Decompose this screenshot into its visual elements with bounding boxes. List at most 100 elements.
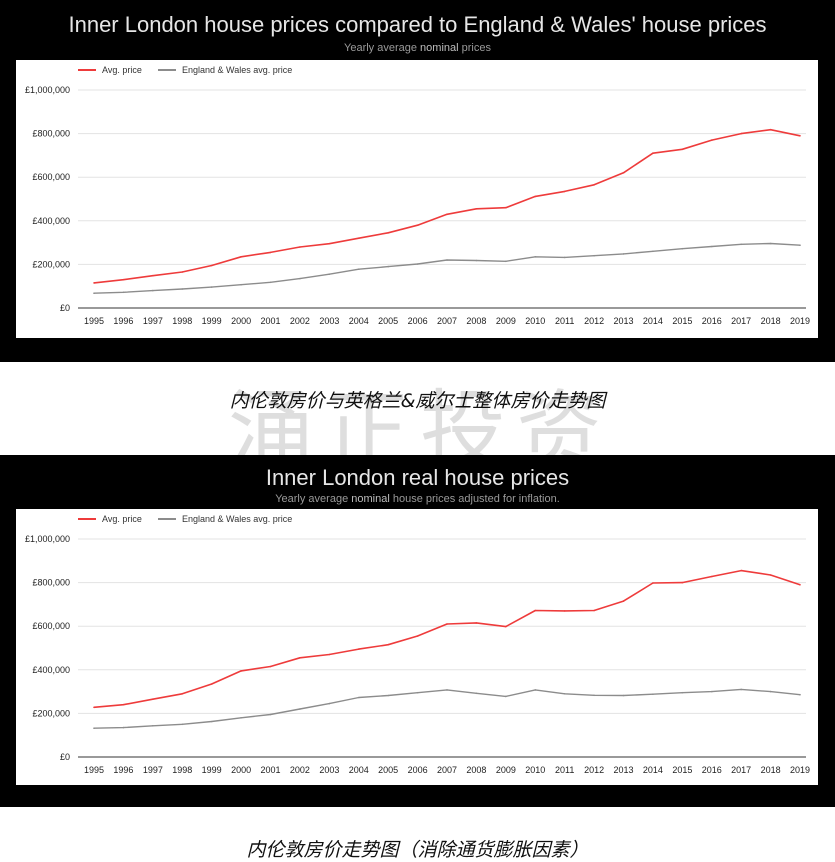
subtitle-bold: nominal: [351, 493, 390, 505]
data-point: [122, 726, 125, 729]
data-point: [681, 581, 684, 584]
data-point: [475, 692, 478, 695]
data-point: [93, 292, 95, 294]
line-chart-real: £0 £200,000 £400,000 £600,000 £800,000 £1,000…: [16, 509, 818, 785]
y-tick-label: £600,000: [32, 172, 70, 182]
chart-panel-2: Inner London real house prices Yearly av…: [0, 455, 835, 807]
x-tick-label: 1996: [113, 765, 133, 775]
data-point: [299, 277, 301, 280]
y-tick-label: £0: [60, 752, 70, 762]
data-point: [152, 698, 154, 700]
x-tick-label: 2014: [643, 316, 663, 326]
chart-subtitle: Yearly average nominal prices: [0, 42, 835, 54]
data-point: [210, 264, 213, 267]
data-point: [122, 291, 125, 294]
x-tick-label: 2018: [761, 765, 781, 775]
x-tick-label: 1998: [172, 765, 192, 775]
data-point: [269, 281, 272, 284]
data-point: [240, 670, 242, 672]
data-point: [328, 702, 331, 705]
data-point: [681, 148, 684, 151]
y-tick-label: £400,000: [32, 665, 70, 675]
x-tick-label: 2015: [672, 316, 692, 326]
data-point: [416, 224, 419, 226]
data-point: [446, 623, 448, 625]
x-tick-label: 2012: [584, 316, 604, 326]
x-tick-label: 1999: [202, 316, 222, 326]
data-point: [740, 688, 742, 691]
data-point: [240, 256, 242, 258]
data-point: [711, 690, 713, 693]
x-tick-label: 2009: [496, 316, 516, 326]
data-point: [446, 259, 448, 261]
data-point: [769, 128, 772, 131]
data-point: [652, 152, 654, 154]
data-point: [181, 271, 184, 273]
x-tick-label: 2007: [437, 765, 457, 775]
data-point: [269, 713, 272, 716]
x-tick-label: 2011: [555, 316, 574, 326]
x-tick-label: 2013: [613, 316, 633, 326]
x-tick-label: 2015: [672, 765, 692, 775]
data-point: [652, 693, 654, 695]
x-tick-label: 2009: [496, 765, 516, 775]
x-tick-label: 2002: [290, 765, 310, 775]
data-point: [122, 703, 125, 706]
data-point: [799, 693, 801, 696]
data-point: [240, 283, 242, 286]
chart-title: Inner London real house prices: [265, 465, 570, 490]
subtitle-bold: nominal: [420, 42, 459, 54]
x-tick-label: 1999: [202, 765, 222, 775]
x-tick-label: 2003: [319, 316, 339, 326]
x-tick-label: 2003: [319, 765, 339, 775]
x-tick-label: 2004: [349, 316, 369, 326]
data-point: [299, 246, 301, 248]
data-point: [446, 213, 448, 216]
x-tick-label: 2001: [260, 765, 280, 775]
data-point: [563, 610, 566, 612]
data-point: [269, 665, 272, 668]
data-point: [563, 693, 566, 695]
data-point: [681, 247, 684, 250]
x-tick-label: 2012: [584, 765, 604, 775]
x-tick-label: 1998: [172, 316, 192, 326]
data-point: [93, 727, 95, 729]
data-point: [181, 723, 184, 726]
data-point: [711, 575, 713, 578]
x-tick-label: 1996: [113, 316, 133, 326]
data-point: [711, 139, 713, 141]
data-point: [387, 694, 390, 697]
x-tick-label: 2006: [408, 316, 428, 326]
data-point: [93, 282, 95, 284]
x-tick-label: 2011: [555, 765, 574, 775]
y-tick-label: £0: [60, 303, 70, 313]
data-point: [652, 250, 654, 253]
y-tick-label: £1,000,000: [25, 534, 70, 544]
x-tick-label: 2004: [349, 765, 369, 775]
data-point: [210, 683, 213, 685]
data-point: [593, 609, 595, 612]
data-point: [152, 289, 154, 292]
legend-label: Avg. price: [102, 65, 142, 75]
data-point: [505, 206, 507, 209]
x-tick-label: 2016: [702, 765, 722, 775]
x-tick-label: 2018: [761, 316, 781, 326]
chart-panel-1: Inner London house prices compared to En…: [0, 0, 835, 362]
data-point: [299, 657, 301, 659]
data-point: [210, 286, 213, 288]
caption-2: 内伦敦房价走势图（消除通货膨胀因素）: [246, 839, 589, 861]
chart-title: Inner London house prices compared to En…: [68, 12, 767, 37]
data-point: [769, 690, 772, 693]
data-point: [622, 172, 625, 174]
data-point: [358, 237, 360, 239]
data-point: [416, 691, 419, 694]
data-point: [769, 574, 772, 576]
data-point: [534, 256, 537, 258]
data-point: [740, 243, 742, 246]
x-tick-label: 2008: [466, 765, 486, 775]
y-tick-label: £1,000,000: [25, 85, 70, 95]
y-tick-label: £800,000: [32, 129, 70, 139]
x-tick-label: 2001: [260, 316, 280, 326]
data-point: [446, 689, 448, 691]
data-point: [740, 132, 742, 135]
